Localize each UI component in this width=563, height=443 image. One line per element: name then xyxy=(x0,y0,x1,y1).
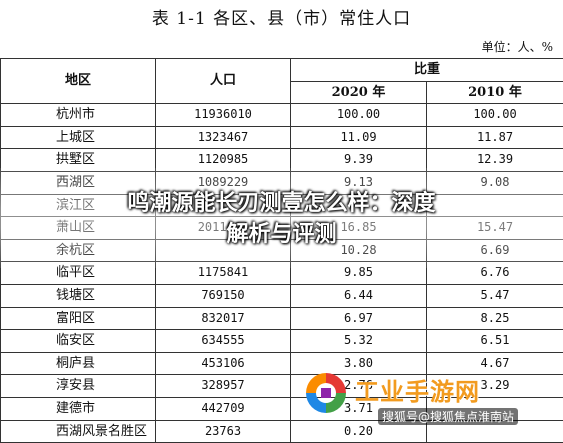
unit-label: 单位：人、% xyxy=(482,38,553,55)
ratio-2010-cell: 8.25 xyxy=(427,307,563,330)
population-cell: 453106 xyxy=(156,352,291,375)
brand-logo-icon xyxy=(303,370,349,416)
overlay-headline-line1: 鸣潮源能长刃测壹怎么样：深度 xyxy=(0,185,563,217)
region-cell: 淳安县 xyxy=(1,375,156,398)
ratio-2010-cell: 100.00 xyxy=(427,104,563,127)
watermark-source: 搜狐号@搜狐焦点淮南站 xyxy=(378,408,518,425)
ratio-2020-cell: 5.32 xyxy=(291,330,427,353)
region-cell: 上城区 xyxy=(1,126,156,149)
population-cell: 1323467 xyxy=(156,126,291,149)
header-2010: 2010 年 xyxy=(427,81,563,104)
region-cell: 临安区 xyxy=(1,330,156,353)
table-title: 表 1-1 各区、县（市）常住人口 xyxy=(0,4,563,29)
population-cell: 11936010 xyxy=(156,104,291,127)
ratio-2020-cell: 6.97 xyxy=(291,307,427,330)
population-cell: 23763 xyxy=(156,420,291,443)
header-2020: 2020 年 xyxy=(291,81,427,104)
header-population: 人口 xyxy=(156,59,291,104)
population-cell: 328957 xyxy=(156,375,291,398)
ratio-2010-cell: 6.51 xyxy=(427,330,563,353)
watermark-brand: 工业手游网 xyxy=(355,372,480,407)
population-cell: 442709 xyxy=(156,397,291,420)
header-region: 地区 xyxy=(1,59,156,104)
region-cell: 建德市 xyxy=(1,397,156,420)
ratio-2010-cell: 11.87 xyxy=(427,126,563,149)
region-cell: 富阳区 xyxy=(1,307,156,330)
population-cell: 832017 xyxy=(156,307,291,330)
ratio-2020-cell: 11.09 xyxy=(291,126,427,149)
region-cell: 桐庐县 xyxy=(1,352,156,375)
ratio-2020-cell: 6.44 xyxy=(291,284,427,307)
header-ratio: 比重 xyxy=(291,59,563,82)
ratio-2020-cell: 100.00 xyxy=(291,104,427,127)
region-cell: 西湖风景名胜区 xyxy=(1,420,156,443)
region-cell: 杭州市 xyxy=(1,104,156,127)
region-cell: 钱塘区 xyxy=(1,284,156,307)
ratio-2010-cell: 5.47 xyxy=(427,284,563,307)
overlay-headline-line2: 解析与评测 xyxy=(0,216,563,248)
population-cell: 769150 xyxy=(156,284,291,307)
population-cell: 634555 xyxy=(156,330,291,353)
